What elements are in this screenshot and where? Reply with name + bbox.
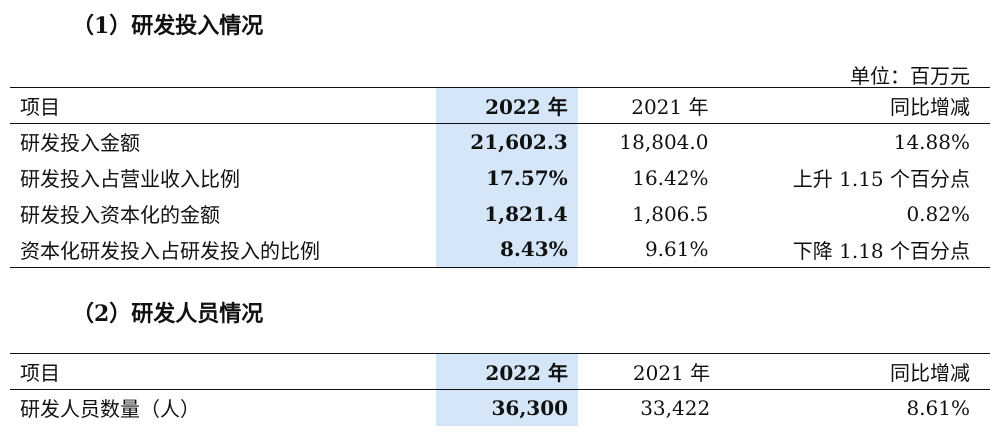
- row-2022-value: 8.43%: [435, 231, 578, 268]
- row-2021-value: 18,804.0: [619, 129, 709, 154]
- row-item: 资本化研发投入占研发投入的比例: [20, 238, 320, 263]
- row-2021-value: 1,806.5: [632, 201, 709, 226]
- row-yoy-change: 8.61%: [906, 395, 970, 420]
- header-item: 项目: [20, 95, 60, 119]
- header-yoy-change: 同比增减: [890, 361, 970, 385]
- table-row: 研发投入金额 21,602.3 18,804.0 14.88%: [10, 123, 990, 160]
- header-2022: 2022 年: [435, 353, 579, 390]
- table-row: 资本化研发投入占研发投入的比例 8.43% 9.61% 下降 1.18 个百分点: [10, 231, 990, 268]
- row-2022-value: 17.57%: [435, 159, 578, 196]
- table-row: 研发投入资本化的金额 1,821.4 1,806.5 0.82%: [10, 195, 990, 232]
- table-row: 研发人员数量（人） 36,300 33,422 8.61%: [10, 389, 990, 426]
- header-item: 项目: [20, 361, 60, 385]
- row-yoy-change: 上升 1.15 个百分点: [792, 167, 970, 191]
- row-2021-value: 16.42%: [632, 165, 709, 190]
- row-item: 研发投入占营业收入比例: [20, 167, 240, 191]
- rd-personnel-table: 项目 2022 年 2021 年 同比增减 研发人员数量（人） 36,300 3…: [10, 353, 990, 426]
- unit-label: 单位：百万元: [850, 64, 970, 88]
- row-item: 研发投入金额: [20, 131, 140, 156]
- row-yoy-change: 14.88%: [893, 129, 970, 154]
- row-item: 研发投入资本化的金额: [20, 203, 220, 227]
- row-item: 研发人员数量（人）: [20, 397, 200, 422]
- row-2021-value: 9.61%: [644, 237, 709, 262]
- row-2021-value: 33,422: [640, 395, 711, 420]
- row-2022-value: 21,602.3: [435, 123, 578, 160]
- rd-investment-table: 项目 2022 年 2021 年 同比增减 研发投入金额 21,602.3 18…: [10, 87, 990, 268]
- section-title-rd-investment: （1）研发投入情况: [72, 13, 264, 39]
- row-yoy-change: 0.82%: [906, 201, 970, 226]
- table-header-row: 项目 2022 年 2021 年 同比增减: [10, 87, 990, 124]
- header-2021: 2021 年: [631, 95, 709, 119]
- table-header-row: 项目 2022 年 2021 年 同比增减: [10, 353, 990, 390]
- row-2022-value: 36,300: [435, 389, 579, 426]
- header-2021: 2021 年: [632, 361, 711, 385]
- header-2022: 2022 年: [435, 87, 578, 124]
- row-2022-value: 1,821.4: [435, 195, 578, 232]
- table-row: 研发投入占营业收入比例 17.57% 16.42% 上升 1.15 个百分点: [10, 159, 990, 196]
- row-yoy-change: 下降 1.18 个百分点: [792, 238, 970, 263]
- header-yoy-change: 同比增减: [890, 95, 970, 119]
- section-title-rd-personnel: （2）研发人员情况: [72, 301, 264, 327]
